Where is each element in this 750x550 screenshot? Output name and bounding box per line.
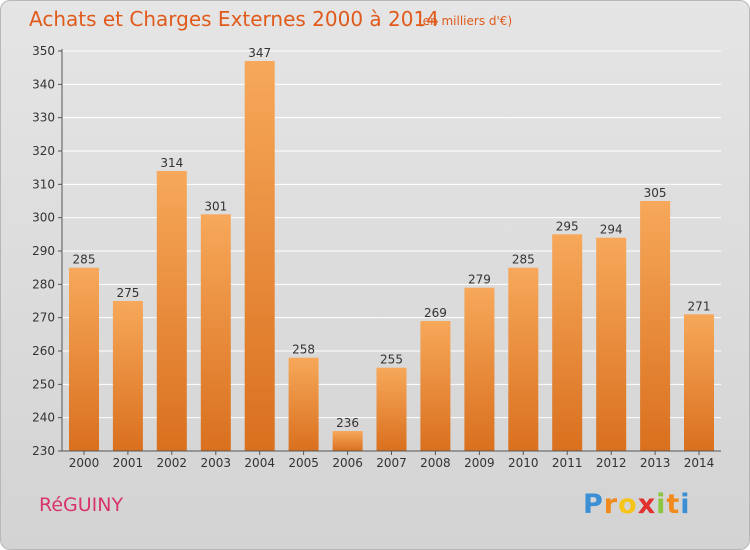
y-tick-label: 300 xyxy=(32,211,55,225)
bar-value-label: 347 xyxy=(248,46,271,60)
x-tick-label: 2004 xyxy=(244,456,275,470)
y-tick-label: 240 xyxy=(32,411,55,425)
bar xyxy=(112,301,143,451)
x-tick-label: 2014 xyxy=(684,456,715,470)
bar xyxy=(288,357,319,451)
y-tick-label: 270 xyxy=(32,311,55,325)
logo-letter: P xyxy=(583,489,604,520)
x-tick-label: 2003 xyxy=(201,456,232,470)
bar-value-label: 271 xyxy=(688,299,711,313)
y-tick-label: 330 xyxy=(32,111,55,125)
bar-value-label: 236 xyxy=(336,416,359,430)
bar xyxy=(464,287,495,451)
bar-value-label: 285 xyxy=(73,253,96,267)
x-tick-label: 2001 xyxy=(113,456,144,470)
x-tick-label: 2002 xyxy=(157,456,188,470)
bar-value-label: 301 xyxy=(204,199,227,213)
logo-letter: t xyxy=(666,489,681,520)
bars: 285 275 314 301 347 258 236 255 269 279 285 295 294 3… xyxy=(69,46,714,451)
bar xyxy=(156,171,187,451)
bar-value-label: 255 xyxy=(380,353,403,367)
y-tick-label: 290 xyxy=(32,244,55,258)
bar-value-label: 305 xyxy=(644,186,667,200)
x-tick-label: 2012 xyxy=(596,456,627,470)
bar-value-label: 294 xyxy=(600,223,623,237)
chart-subtitle: (en milliers d'€) xyxy=(418,14,513,28)
bar xyxy=(640,201,671,451)
commune-name: RéGUINY xyxy=(39,494,124,516)
x-tick-label: 2008 xyxy=(420,456,451,470)
proxiti-logo: Proxiti xyxy=(583,489,691,520)
bar xyxy=(420,321,451,451)
x-tick-label: 2000 xyxy=(69,456,100,470)
bar-value-label: 258 xyxy=(292,343,315,357)
bar xyxy=(69,267,99,451)
y-tick-label: 230 xyxy=(32,444,55,458)
x-tick-label: 2007 xyxy=(376,456,407,470)
logo-letter: r xyxy=(603,489,619,520)
x-tick-label: 2006 xyxy=(332,456,363,470)
bar xyxy=(244,61,275,451)
x-tick-label: 2005 xyxy=(288,456,319,470)
bar-value-label: 279 xyxy=(468,273,491,287)
bar xyxy=(376,367,407,451)
bar xyxy=(596,237,627,451)
bar-value-label: 314 xyxy=(160,156,183,170)
y-tick-label: 320 xyxy=(32,144,55,158)
bar xyxy=(508,267,539,451)
bar-value-label: 295 xyxy=(556,219,579,233)
logo-letter: i xyxy=(680,489,691,520)
x-tick-label: 2010 xyxy=(508,456,539,470)
chart-title: Achats et Charges Externes 2000 à 2014 xyxy=(29,7,439,31)
bar-value-label: 285 xyxy=(512,253,535,267)
y-tick-label: 260 xyxy=(32,344,55,358)
x-tick-label: 2011 xyxy=(552,456,583,470)
x-tick-label: 2009 xyxy=(464,456,495,470)
axes: 230 240 250 260 270 280 290 300 310 320 330 340 350 2… xyxy=(32,44,721,470)
y-tick-label: 340 xyxy=(32,77,55,91)
bar xyxy=(332,431,363,451)
x-tick-label: 2013 xyxy=(640,456,671,470)
y-tick-label: 310 xyxy=(32,177,55,191)
bar xyxy=(552,234,583,451)
y-tick-label: 350 xyxy=(32,44,55,58)
bar xyxy=(684,314,714,451)
logo-letter: x xyxy=(637,489,657,520)
bar xyxy=(200,214,231,451)
y-tick-label: 250 xyxy=(32,377,55,391)
bar-value-label: 269 xyxy=(424,306,447,320)
logo-letter: o xyxy=(618,489,638,520)
bar-value-label: 275 xyxy=(116,286,139,300)
logo-letter: i xyxy=(656,489,667,520)
y-tick-label: 280 xyxy=(32,277,55,291)
